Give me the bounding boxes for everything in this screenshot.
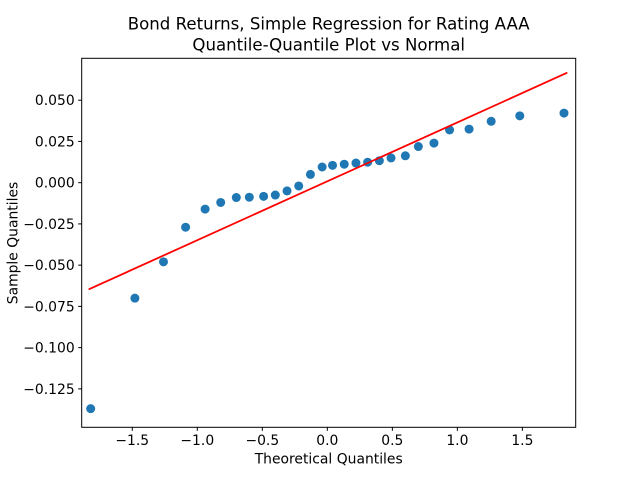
y-tick-label: 0.000 bbox=[35, 176, 75, 192]
data-point bbox=[244, 192, 254, 202]
data-point bbox=[231, 193, 241, 203]
data-point bbox=[294, 181, 304, 191]
data-point bbox=[200, 204, 210, 214]
x-tick-label: 0.0 bbox=[316, 433, 338, 449]
x-tick-label: 0.5 bbox=[381, 433, 403, 449]
data-point bbox=[515, 111, 525, 121]
y-tick-label: 0.050 bbox=[35, 93, 75, 109]
regression-line bbox=[88, 72, 568, 290]
y-tick-label: 0.025 bbox=[35, 134, 75, 150]
data-point bbox=[486, 116, 496, 126]
y-tick-label: −0.100 bbox=[23, 341, 74, 357]
chart-title-line1: Bond Returns, Simple Regression for Rati… bbox=[128, 15, 531, 34]
data-point bbox=[559, 108, 569, 118]
data-point bbox=[270, 190, 280, 200]
y-tick-label: −0.075 bbox=[23, 299, 74, 315]
data-point bbox=[181, 222, 191, 232]
y-tick-label: −0.125 bbox=[23, 382, 74, 398]
chart-title-line2: Quantile-Quantile Plot vs Normal bbox=[192, 36, 465, 55]
data-point bbox=[413, 142, 423, 152]
data-point bbox=[328, 160, 338, 170]
x-tick-label: 1.5 bbox=[511, 433, 533, 449]
y-tick-label: −0.025 bbox=[23, 217, 74, 233]
x-tick-label: −1.0 bbox=[180, 433, 214, 449]
chart-layer: −1.5 −1.0 −0.5 0.0 0.5 1.0 1.5 0.050 0.025 0.000 −… bbox=[23, 57, 577, 449]
data-point bbox=[305, 169, 315, 179]
data-point bbox=[317, 162, 327, 172]
data-point bbox=[158, 257, 168, 267]
data-point bbox=[282, 186, 292, 196]
x-tick-label: −0.5 bbox=[245, 433, 279, 449]
data-point bbox=[86, 404, 96, 414]
y-tick-label: −0.050 bbox=[23, 258, 74, 274]
plot-frame bbox=[81, 57, 577, 428]
x-axis-label: Theoretical Quantiles bbox=[254, 452, 403, 468]
data-point bbox=[259, 191, 269, 201]
data-point bbox=[464, 124, 474, 134]
data-point bbox=[216, 197, 226, 207]
y-axis-label: Sample Quantiles bbox=[6, 182, 22, 305]
data-point bbox=[339, 159, 349, 169]
data-point bbox=[130, 293, 140, 303]
data-point bbox=[429, 138, 439, 148]
x-tick-label: −1.5 bbox=[115, 433, 149, 449]
x-tick-label: 1.0 bbox=[446, 433, 468, 449]
data-point bbox=[386, 153, 396, 163]
data-point bbox=[400, 151, 410, 161]
data-point bbox=[351, 158, 361, 168]
